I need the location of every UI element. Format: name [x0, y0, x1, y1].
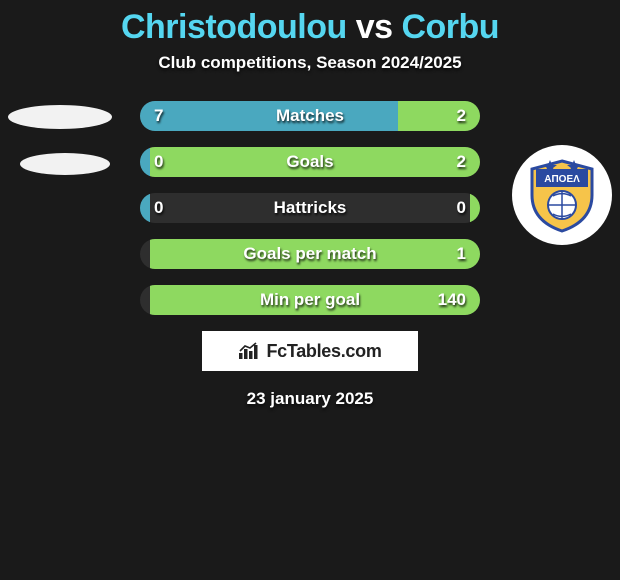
- stat-bar-track: [140, 285, 480, 315]
- stat-value-right: 140: [438, 285, 466, 315]
- stat-value-left: 0: [154, 147, 163, 177]
- stat-value-right: 1: [457, 239, 466, 269]
- stat-bar-right: [150, 285, 480, 315]
- stat-row: 72Matches: [0, 101, 620, 131]
- stat-bar-track: [140, 239, 480, 269]
- source-brand: FcTables.com: [266, 341, 381, 362]
- stat-value-right: 2: [457, 147, 466, 177]
- stat-bar-track: [140, 193, 480, 223]
- stat-bar-track: [140, 101, 480, 131]
- stat-row: 1Goals per match: [0, 239, 620, 269]
- stat-row: 00Hattricks: [0, 193, 620, 223]
- stat-bar-left: [140, 193, 150, 223]
- stat-value-right: 2: [457, 101, 466, 131]
- bar-chart-icon: [238, 342, 260, 360]
- stat-row: 02Goals: [0, 147, 620, 177]
- comparison-title: Christodoulou vs Corbu: [0, 0, 620, 53]
- player2-name: Corbu: [401, 8, 499, 46]
- stats-container: ΑΠΟΕΛ 72Matches02Goals00Hattricks1Goals …: [0, 101, 620, 315]
- subtitle: Club competitions, Season 2024/2025: [0, 53, 620, 73]
- stat-value-right: 0: [457, 193, 466, 223]
- generated-date: 23 january 2025: [0, 389, 620, 409]
- player1-name: Christodoulou: [121, 8, 347, 46]
- stat-bar-track: [140, 147, 480, 177]
- stat-bar-right: [150, 147, 480, 177]
- vs-separator: vs: [356, 8, 393, 46]
- stat-value-left: 0: [154, 193, 163, 223]
- stat-bar-right: [470, 193, 480, 223]
- stat-row: 140Min per goal: [0, 285, 620, 315]
- stat-value-left: 7: [154, 101, 163, 131]
- stat-bar-left: [140, 147, 150, 177]
- source-badge: FcTables.com: [202, 331, 418, 371]
- stat-bar-right: [398, 101, 480, 131]
- stat-bar-right: [150, 239, 480, 269]
- stat-bar-left: [140, 101, 398, 131]
